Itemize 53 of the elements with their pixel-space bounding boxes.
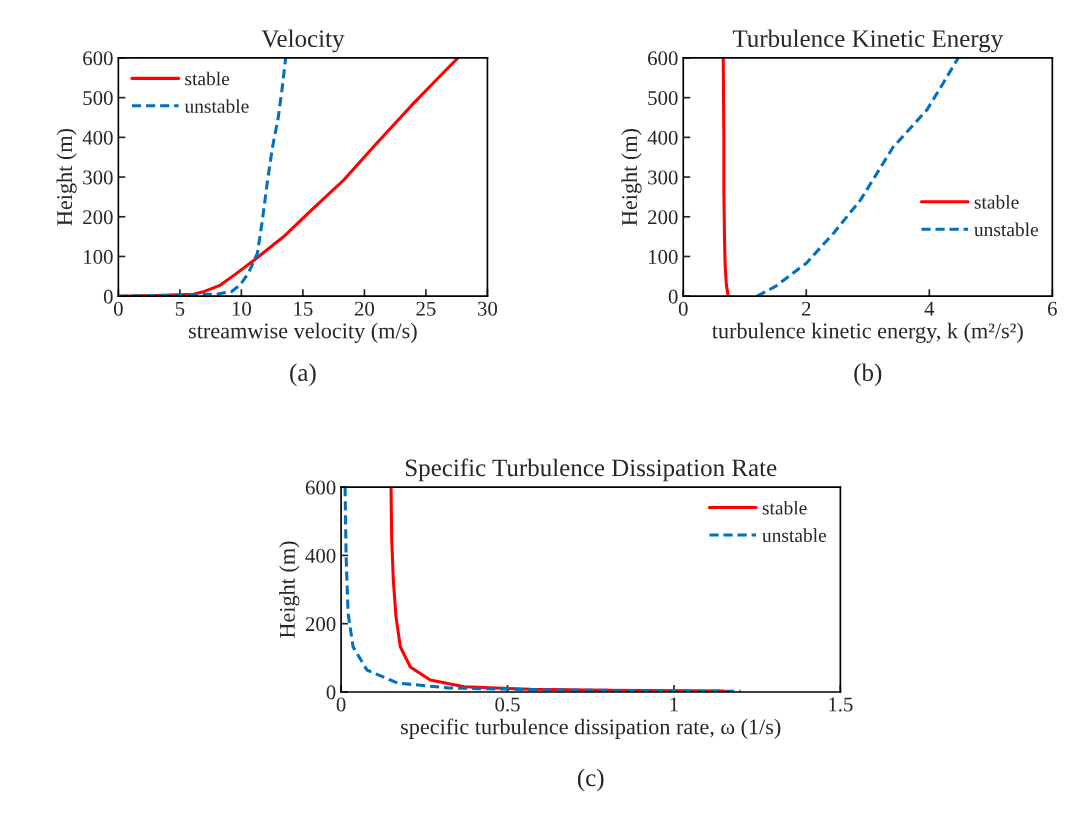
line-series	[721, 57, 730, 297]
chart-title: Turbulence Kinetic Energy	[732, 29, 1004, 53]
y-tick-label: 100	[84, 249, 113, 264]
y-tick-label: 200	[305, 617, 336, 632]
text: (c)	[577, 768, 604, 792]
x-tick-label: 10	[232, 301, 252, 316]
y-tick-label: 200	[648, 210, 678, 225]
y-tick-label: 600	[648, 51, 678, 66]
x-tick-label: 1	[670, 697, 678, 712]
x-axis-title: specific turbulence dissipation rate, ω (1/s)	[401, 718, 781, 739]
legend-label: unstable	[974, 222, 1039, 237]
y-tick-label: 400	[647, 130, 678, 145]
x-tick-label: 30	[478, 301, 498, 316]
legend-label: stable	[185, 71, 230, 86]
x-tick-label: 0	[113, 301, 123, 316]
text: (a)	[290, 363, 316, 387]
y-axis-title: Height (m)	[279, 541, 300, 638]
x-tick-label: 15	[294, 301, 313, 316]
chart-title: Velocity	[261, 29, 345, 53]
legend-label: stable	[762, 500, 807, 515]
x-tick-label: 0	[678, 301, 688, 316]
x-tick-label: 5	[175, 301, 185, 316]
y-tick-label: 500	[648, 91, 678, 106]
x-tick-label: 6	[1048, 301, 1057, 316]
legend-label: unstable	[184, 99, 249, 113]
x-tick-label: 4	[924, 301, 935, 316]
line-series	[755, 57, 960, 297]
x-axis-title: turbulence kinetic energy, k (m²/s²)	[712, 322, 1023, 343]
y-tick-label: 600	[83, 51, 113, 66]
x-tick-label: 20	[354, 301, 375, 316]
chart-title: Specific Turbulence Dissipation Rate	[405, 458, 777, 482]
y-tick-label: 600	[305, 480, 336, 495]
y-tick-label: 0	[326, 685, 336, 700]
y-tick-label: 400	[305, 548, 336, 563]
x-tick-label: 2	[801, 301, 811, 316]
text: (b)	[854, 363, 882, 387]
x-tick-label: 0	[336, 697, 346, 712]
legend-label: unstable	[762, 528, 827, 543]
y-tick-label: 200	[83, 210, 113, 225]
y-tick-label: 500	[83, 91, 113, 106]
y-tick-label: 300	[83, 170, 113, 185]
y-axis-title: Height (m)	[621, 128, 642, 226]
x-tick-label: 1.5	[829, 697, 853, 712]
y-axis-title: Height (m)	[56, 128, 77, 226]
y-tick-label: 0	[668, 289, 678, 304]
y-tick-label: 400	[82, 130, 113, 145]
y-tick-label: 100	[648, 249, 678, 264]
legend-label: stable	[974, 195, 1019, 209]
y-tick-label: 300	[648, 170, 678, 185]
x-tick-label: 25	[416, 301, 436, 316]
x-tick-label: 0.5	[495, 697, 520, 712]
y-tick-label: 0	[103, 289, 113, 304]
x-axis-title: streamwise velocity (m/s)	[189, 322, 417, 343]
